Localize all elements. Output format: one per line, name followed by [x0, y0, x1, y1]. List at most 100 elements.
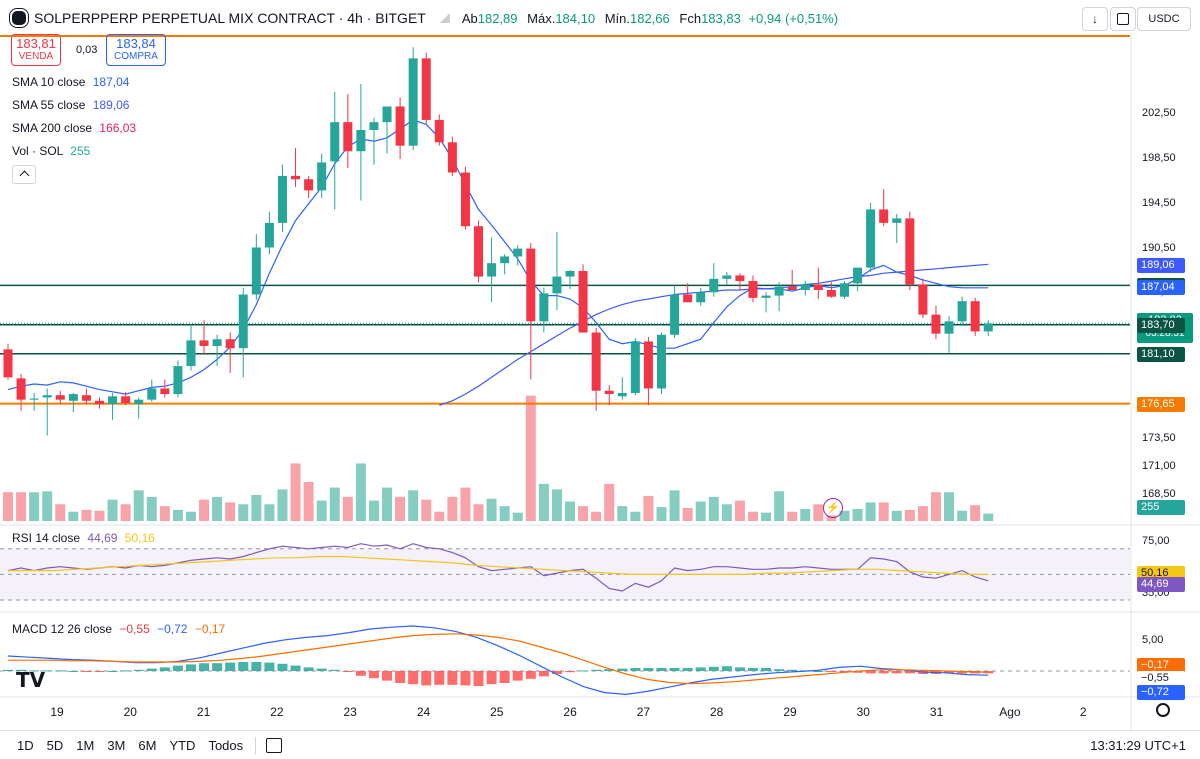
buy-button[interactable]: 183,84 COMPRA	[106, 34, 166, 66]
candle	[317, 153, 327, 199]
candle	[238, 287, 248, 378]
volume-bar	[342, 496, 353, 521]
candle	[356, 84, 366, 201]
macd-hist-bar	[185, 664, 196, 671]
candle	[853, 267, 863, 292]
candle-body	[173, 366, 183, 395]
volume-bar	[120, 504, 131, 521]
timeframe-ytd[interactable]: YTD	[169, 738, 196, 753]
candle-body	[617, 392, 627, 397]
bottom-toolbar: 1D 5D 1M 3M 6M YTD Todos 13:31:29 UTC+1	[0, 730, 1200, 759]
sma55-name: SMA 55 close	[12, 98, 86, 112]
candle	[55, 390, 65, 405]
candle	[735, 273, 745, 291]
volume-bar	[172, 509, 183, 521]
macd-hist-bar	[839, 671, 850, 673]
volume-bar	[251, 495, 262, 521]
legend-macd[interactable]: MACD 12 26 close −0,55 −0,72 −0,17	[12, 622, 225, 636]
volume-bar	[565, 501, 576, 521]
candle	[121, 391, 131, 406]
timeframe-3m[interactable]: 3M	[107, 738, 126, 753]
download-button[interactable]: ↓	[1082, 7, 1108, 31]
price-tag: 183,70	[1137, 317, 1185, 333]
legend-sma55[interactable]: SMA 55 close 189,06	[12, 98, 129, 112]
chart-settings-icon[interactable]	[1156, 703, 1170, 717]
candle	[395, 97, 405, 160]
sma10-name: SMA 10 close	[12, 75, 86, 89]
macd-hist-bar	[486, 671, 497, 685]
macd-hist-bar	[290, 665, 301, 671]
symbol-title[interactable]: SOLPERPPERP PERPETUAL MIX CONTRACT · 4h …	[34, 10, 426, 26]
macd-signal-line	[8, 633, 989, 685]
candle-body	[839, 283, 849, 297]
lightning-icon[interactable]: ⚡	[823, 498, 843, 518]
candle-body	[16, 378, 26, 400]
candle-body	[225, 339, 235, 349]
spread-value: 0,03	[76, 44, 98, 56]
timeframe-all[interactable]: Todos	[208, 738, 244, 753]
macd-hist-bar	[865, 671, 876, 674]
timeframe-1m[interactable]: 1M	[76, 738, 95, 753]
ohlc-label-1: Máx.	[527, 10, 556, 26]
tradingview-logo[interactable]: TV	[16, 668, 46, 692]
time-axis-label: 31	[929, 705, 944, 719]
price-axis-label: 168,50	[1142, 487, 1176, 500]
volume-bar	[525, 395, 536, 521]
time-axis-label: 24	[416, 705, 431, 719]
macd-hist-bar	[68, 671, 79, 672]
price-tag: 255	[1137, 500, 1185, 515]
candle	[591, 328, 601, 411]
macd-hist-bar	[382, 671, 393, 681]
macd-hist-bar	[42, 670, 53, 672]
macd-hist-bar	[120, 670, 131, 672]
candle-body	[696, 292, 706, 303]
hide-header-button[interactable]	[439, 13, 450, 23]
fullscreen-button[interactable]	[1110, 7, 1136, 31]
candle-body	[81, 395, 91, 401]
volume-bar	[774, 491, 785, 521]
candle	[225, 332, 235, 373]
candle	[68, 392, 78, 412]
macd-hist-bar	[316, 668, 327, 671]
volume-bar	[604, 483, 615, 521]
candle-body	[251, 247, 261, 295]
candle-body	[304, 179, 314, 191]
candle	[630, 338, 640, 396]
sell-button[interactable]: 183,81 VENDA	[11, 34, 61, 66]
collapse-legend-button[interactable]	[12, 165, 36, 184]
candle	[277, 164, 287, 232]
macd-hist-bar	[682, 668, 693, 671]
rsi-name: RSI 14 close	[12, 531, 81, 545]
macd-hist-bar	[551, 671, 562, 674]
macd-hist-bar	[538, 671, 549, 677]
legend-volume[interactable]: Vol · SOL 255	[12, 144, 90, 158]
candle	[761, 292, 771, 313]
volume-bar	[852, 508, 863, 521]
legend-rsi[interactable]: RSI 14 close 44,69 50,16	[12, 531, 155, 545]
volume-bar	[473, 504, 484, 521]
macd-hist-bar	[578, 670, 589, 672]
volume-bar	[957, 510, 968, 521]
volume-bar	[721, 504, 732, 521]
macd-hist-bar	[499, 671, 510, 683]
candle-body	[944, 321, 954, 334]
legend-sma10[interactable]: SMA 10 close 187,04	[12, 75, 129, 89]
candle-body	[957, 301, 967, 322]
macd-hist-bar	[421, 671, 432, 686]
candle-body	[970, 301, 980, 332]
currency-selector[interactable]: USDC	[1137, 7, 1191, 31]
timeframe-1d[interactable]: 1D	[17, 738, 34, 753]
timeframe-5d[interactable]: 5D	[46, 738, 64, 753]
timeframe-6m[interactable]: 6M	[138, 738, 157, 753]
candle-body	[931, 314, 941, 334]
clock[interactable]: 13:31:29 UTC+1	[1090, 738, 1186, 753]
macd-hist-bar	[146, 668, 157, 671]
candle	[460, 166, 470, 230]
legend-sma200[interactable]: SMA 200 close 166,03	[12, 121, 136, 135]
symbol-logo-icon[interactable]	[10, 9, 28, 27]
sell-label: VENDA	[18, 51, 54, 62]
date-range-icon[interactable]	[266, 738, 283, 753]
sma10-value: 187,04	[92, 75, 130, 89]
volume-bar	[199, 499, 210, 521]
